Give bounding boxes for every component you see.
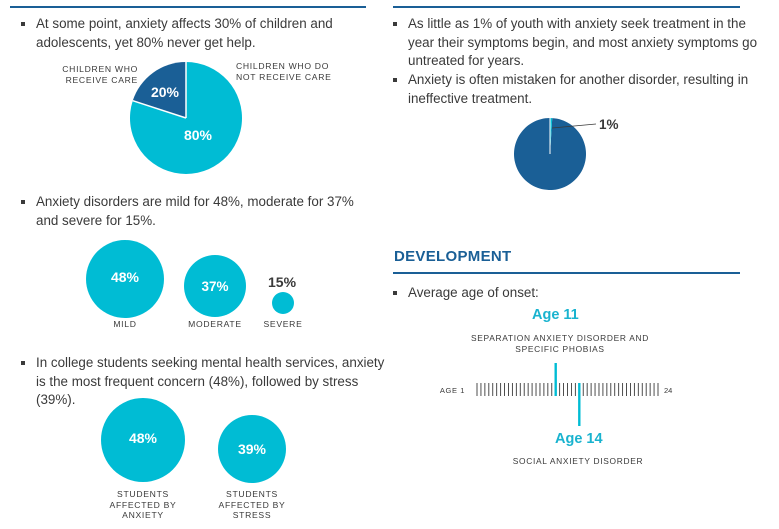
pie-chart-treatment: 1% <box>514 117 619 190</box>
bubble-severe-label: 15% <box>268 274 297 290</box>
category-severe: SEVERE <box>263 319 303 329</box>
category-mild: MILD <box>113 319 137 329</box>
bullet-line: year their symptoms begin, and most anxi… <box>408 34 758 50</box>
timeline-end-label: 24 <box>664 386 672 395</box>
development-rule <box>393 272 740 274</box>
bubble-label: 37% <box>201 278 229 294</box>
pie-leader-line <box>551 123 597 129</box>
marker-age-14-title: Age 14 <box>555 431 603 447</box>
bullet-onset: Average age of onset: <box>392 284 758 303</box>
section-title-development: DEVELOPMENT <box>394 248 512 265</box>
bubble-label: 48% <box>128 430 158 446</box>
onset-timeline: AGE 1 24 <box>440 363 672 426</box>
bullet-mistaken: Anxiety is often mistaken for another di… <box>392 71 758 108</box>
top-rule-left <box>10 6 366 8</box>
marker-age-11-title: Age 11 <box>532 307 579 323</box>
bullet-line: untreated for years. <box>408 53 525 68</box>
bullet-line: At some point, anxiety affects 30% of ch… <box>36 16 333 31</box>
bullet-square-icon <box>393 291 397 295</box>
top-rule-right <box>393 6 740 8</box>
bullet-square-icon <box>393 78 397 82</box>
bubble-moderate: 37% <box>184 255 246 317</box>
bullet-square-icon <box>21 200 25 204</box>
legend-not-receive-care: CHILDREN WHO DO NOT RECEIVE CARE <box>236 61 332 82</box>
marker-age-11-label: SEPARATION ANXIETY DISORDER AND SPECIFIC… <box>470 333 650 354</box>
legend-receive-care: CHILDREN WHO RECEIVE CARE <box>62 64 138 85</box>
category-stress: STUDENTS AFFECTED BY STRESS <box>218 489 286 520</box>
bullet-line: Anxiety disorders are mild for 48%, mode… <box>36 194 354 209</box>
bubble-label: 39% <box>237 441 267 457</box>
bullet-college: In college students seeking mental healt… <box>20 354 396 410</box>
bullet-line: Average age of onset: <box>408 285 539 300</box>
bullet-line: ineffective treatment. <box>408 90 533 106</box>
bullet-square-icon <box>21 22 25 26</box>
bubble-stress: 39% <box>218 415 286 483</box>
bubble-anxiety: 48% <box>101 398 185 482</box>
bubble-mild: 48% <box>86 240 164 318</box>
bullet-square-icon <box>393 22 397 26</box>
bullet-line: is the most frequent concern (48%), foll… <box>36 373 359 408</box>
bullet-severity: Anxiety disorders are mild for 48%, mode… <box>20 193 376 230</box>
pie-label-receive-care: 20% <box>151 84 180 100</box>
bullet-line: In college students seeking mental healt… <box>36 355 385 370</box>
marker-age-14-label: SOCIAL ANXIETY DISORDER <box>512 456 644 466</box>
bullet-line: Anxiety is often mistaken for another di… <box>408 72 749 87</box>
pie-chart-care: 20% 80% <box>130 62 242 174</box>
bubble-label: 48% <box>110 269 140 285</box>
bullet-treatment: As little as 1% of youth with anxiety se… <box>392 15 758 71</box>
pie-label-seek-treatment: 1% <box>599 117 619 132</box>
pie-label-not-receive-care: 80% <box>184 127 213 143</box>
bullet-children-care: At some point, anxiety affects 30% of ch… <box>20 15 376 52</box>
bullet-line: and severe for 15%. <box>36 212 156 228</box>
bullet-line: adolescents, yet 80% never get help. <box>36 34 256 50</box>
bullet-square-icon <box>21 361 25 365</box>
bubble-severe <box>272 292 294 314</box>
category-moderate: MODERATE <box>188 319 242 329</box>
pie-slice-seek-treatment <box>550 118 553 154</box>
timeline-start-label: AGE 1 <box>440 386 465 395</box>
category-anxiety: STUDENTS AFFECTED BY ANXIETY <box>109 489 177 520</box>
bullet-line: As little as 1% of youth with anxiety se… <box>408 16 746 31</box>
pie-slice-receive-care <box>132 62 186 118</box>
